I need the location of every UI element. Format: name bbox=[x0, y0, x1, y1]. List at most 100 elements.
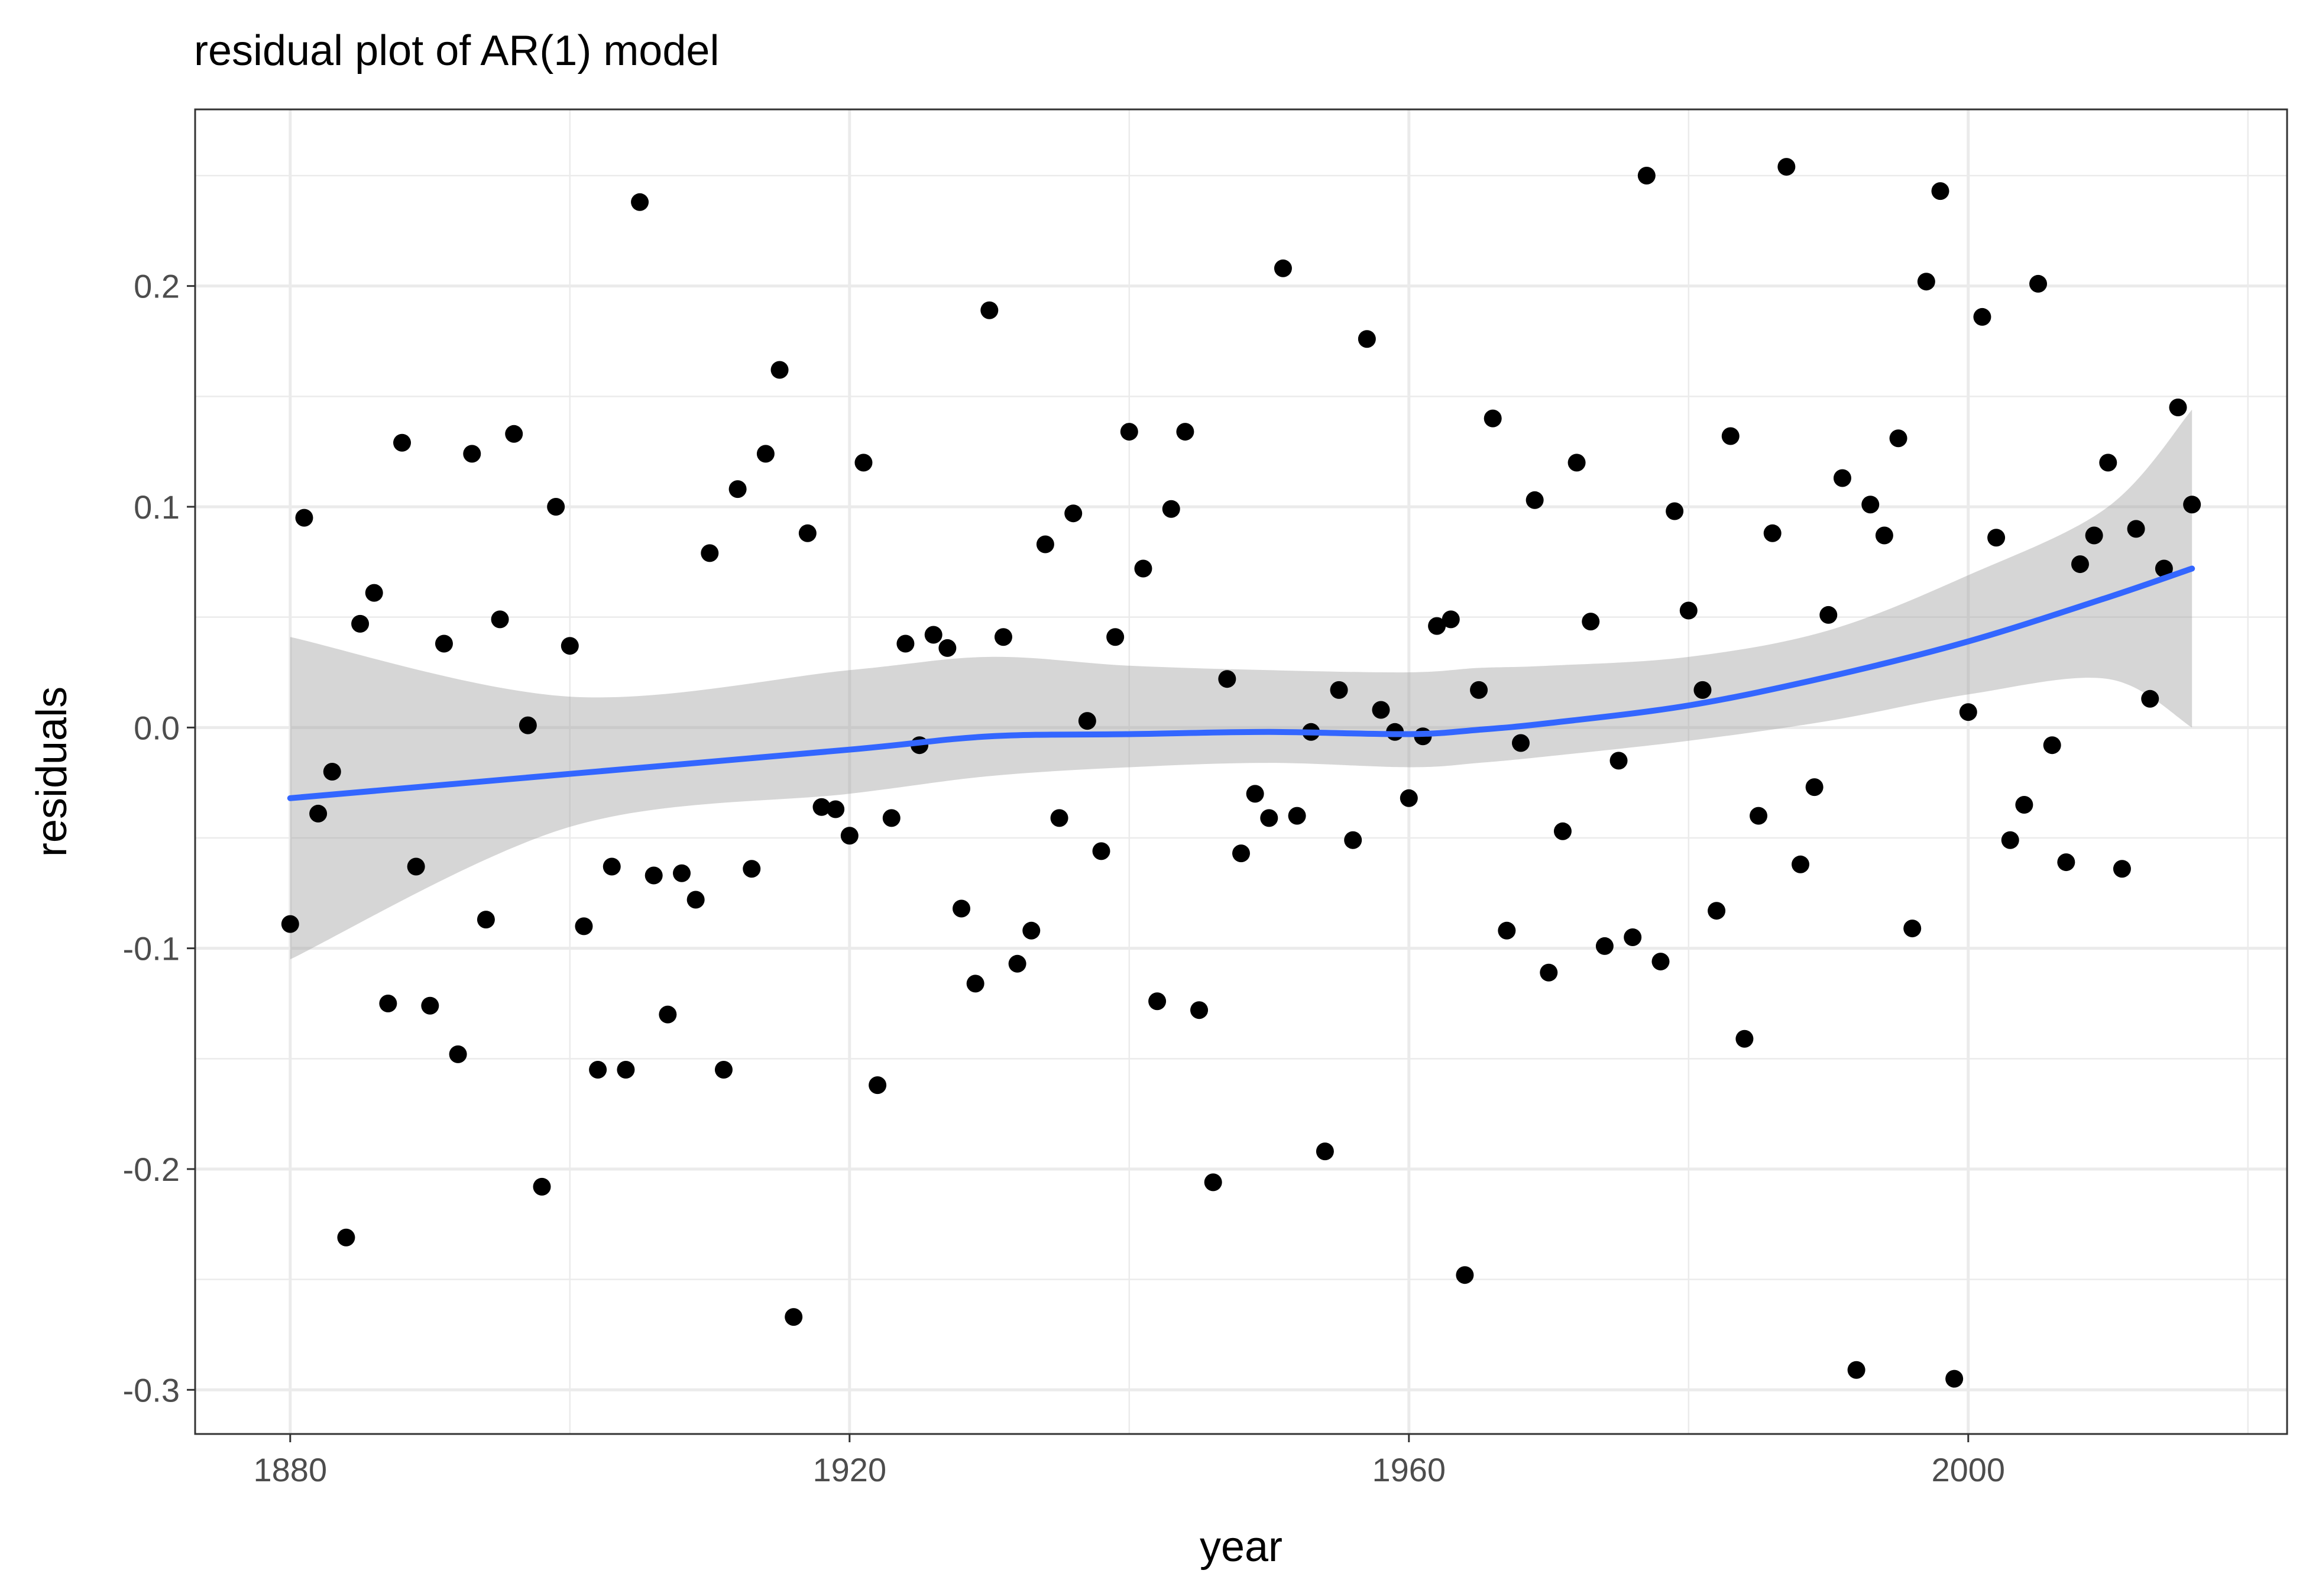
data-point bbox=[2155, 559, 2173, 578]
data-point bbox=[1763, 524, 1782, 542]
grid-major bbox=[195, 109, 2287, 1434]
data-point bbox=[533, 1177, 551, 1196]
chart-title: residual plot of AR(1) model bbox=[194, 27, 719, 75]
data-point bbox=[2029, 274, 2048, 293]
data-points bbox=[281, 158, 2201, 1388]
x-tick-label: 1960 bbox=[1372, 1451, 1446, 1488]
data-point bbox=[812, 798, 831, 816]
data-point bbox=[1861, 496, 1880, 514]
y-axis: -0.3 -0.2 -0.1 0.0 0.1 0.2 bbox=[123, 268, 195, 1409]
y-tick-label: 0.0 bbox=[134, 709, 180, 746]
data-point bbox=[617, 1061, 635, 1079]
data-point bbox=[393, 433, 412, 452]
data-point bbox=[1176, 423, 1194, 441]
data-point bbox=[728, 480, 747, 498]
data-point bbox=[421, 996, 439, 1015]
data-point bbox=[1666, 502, 1684, 520]
data-point bbox=[1246, 785, 1264, 803]
data-point bbox=[714, 1061, 733, 1079]
data-point bbox=[1526, 491, 1544, 509]
data-point bbox=[869, 1076, 887, 1095]
data-point bbox=[1819, 606, 1838, 624]
x-axis: 1880 1920 1960 2000 bbox=[254, 1434, 2005, 1488]
data-point bbox=[854, 454, 873, 472]
data-point bbox=[2071, 555, 2089, 574]
data-point bbox=[1092, 842, 1110, 860]
data-point bbox=[407, 857, 425, 876]
data-point bbox=[365, 584, 383, 602]
data-point bbox=[2113, 860, 2131, 878]
data-point bbox=[673, 864, 691, 882]
data-point bbox=[1889, 429, 1907, 448]
data-point bbox=[1693, 681, 1712, 699]
x-tick-label: 1880 bbox=[254, 1451, 328, 1488]
data-point bbox=[896, 634, 915, 653]
data-point bbox=[1833, 469, 1851, 487]
data-point bbox=[1847, 1361, 1865, 1379]
data-point bbox=[477, 911, 495, 929]
y-tick-label: -0.1 bbox=[123, 930, 180, 967]
data-point bbox=[1917, 273, 1935, 291]
x-axis-label: year bbox=[1200, 1523, 1282, 1571]
data-point bbox=[309, 804, 328, 823]
data-point bbox=[770, 361, 789, 379]
data-point bbox=[1498, 921, 1516, 940]
data-point bbox=[1750, 807, 1768, 825]
data-point bbox=[1945, 1370, 1964, 1388]
data-point bbox=[1708, 902, 1726, 920]
data-point bbox=[2141, 689, 2159, 708]
data-point bbox=[785, 1308, 803, 1326]
plot-panel-background bbox=[195, 109, 2287, 1434]
data-point bbox=[435, 634, 453, 653]
data-point bbox=[2015, 796, 2033, 814]
data-point bbox=[351, 614, 370, 633]
data-point bbox=[1805, 778, 1824, 797]
y-axis-label: residuals bbox=[28, 687, 76, 857]
data-point bbox=[701, 544, 719, 562]
data-point bbox=[1791, 855, 1809, 873]
data-point bbox=[589, 1061, 607, 1079]
data-point bbox=[840, 827, 859, 845]
data-point bbox=[1232, 844, 1250, 863]
data-point bbox=[1511, 734, 1530, 752]
plot-panel-border bbox=[194, 108, 2288, 1435]
data-point bbox=[2127, 520, 2145, 538]
data-point bbox=[1400, 789, 1418, 807]
data-point bbox=[1218, 670, 1236, 688]
data-point bbox=[1050, 809, 1068, 827]
y-tick-label: 0.1 bbox=[134, 488, 180, 526]
data-point bbox=[882, 809, 901, 827]
data-point bbox=[337, 1228, 355, 1247]
data-point bbox=[2001, 831, 2019, 849]
data-point bbox=[1428, 617, 1446, 635]
y-tick-label: -0.3 bbox=[123, 1371, 180, 1409]
data-point bbox=[1162, 500, 1180, 518]
data-point bbox=[1651, 953, 1670, 971]
data-point bbox=[1148, 992, 1167, 1011]
data-point bbox=[561, 637, 579, 655]
data-point bbox=[1190, 1001, 1209, 1019]
data-point bbox=[1064, 504, 1083, 523]
data-point bbox=[1134, 559, 1152, 578]
data-point bbox=[2183, 496, 2201, 514]
data-point bbox=[1582, 613, 1600, 631]
data-point bbox=[379, 995, 397, 1012]
data-point bbox=[1484, 409, 1502, 428]
data-point bbox=[1330, 681, 1348, 699]
data-point bbox=[1260, 809, 1278, 827]
data-point bbox=[1777, 158, 1796, 176]
data-point bbox=[1120, 423, 1138, 441]
smooth-line bbox=[287, 565, 2195, 801]
data-point bbox=[505, 425, 523, 443]
data-point bbox=[756, 445, 775, 463]
data-point bbox=[827, 800, 845, 818]
data-point bbox=[924, 626, 943, 644]
data-point bbox=[994, 628, 1012, 646]
data-point bbox=[281, 915, 299, 933]
grid-minor bbox=[195, 109, 2287, 1434]
data-point bbox=[1358, 330, 1376, 348]
x-tick-label: 1920 bbox=[813, 1451, 887, 1488]
data-point bbox=[1931, 182, 1949, 200]
data-point bbox=[1987, 529, 2006, 547]
